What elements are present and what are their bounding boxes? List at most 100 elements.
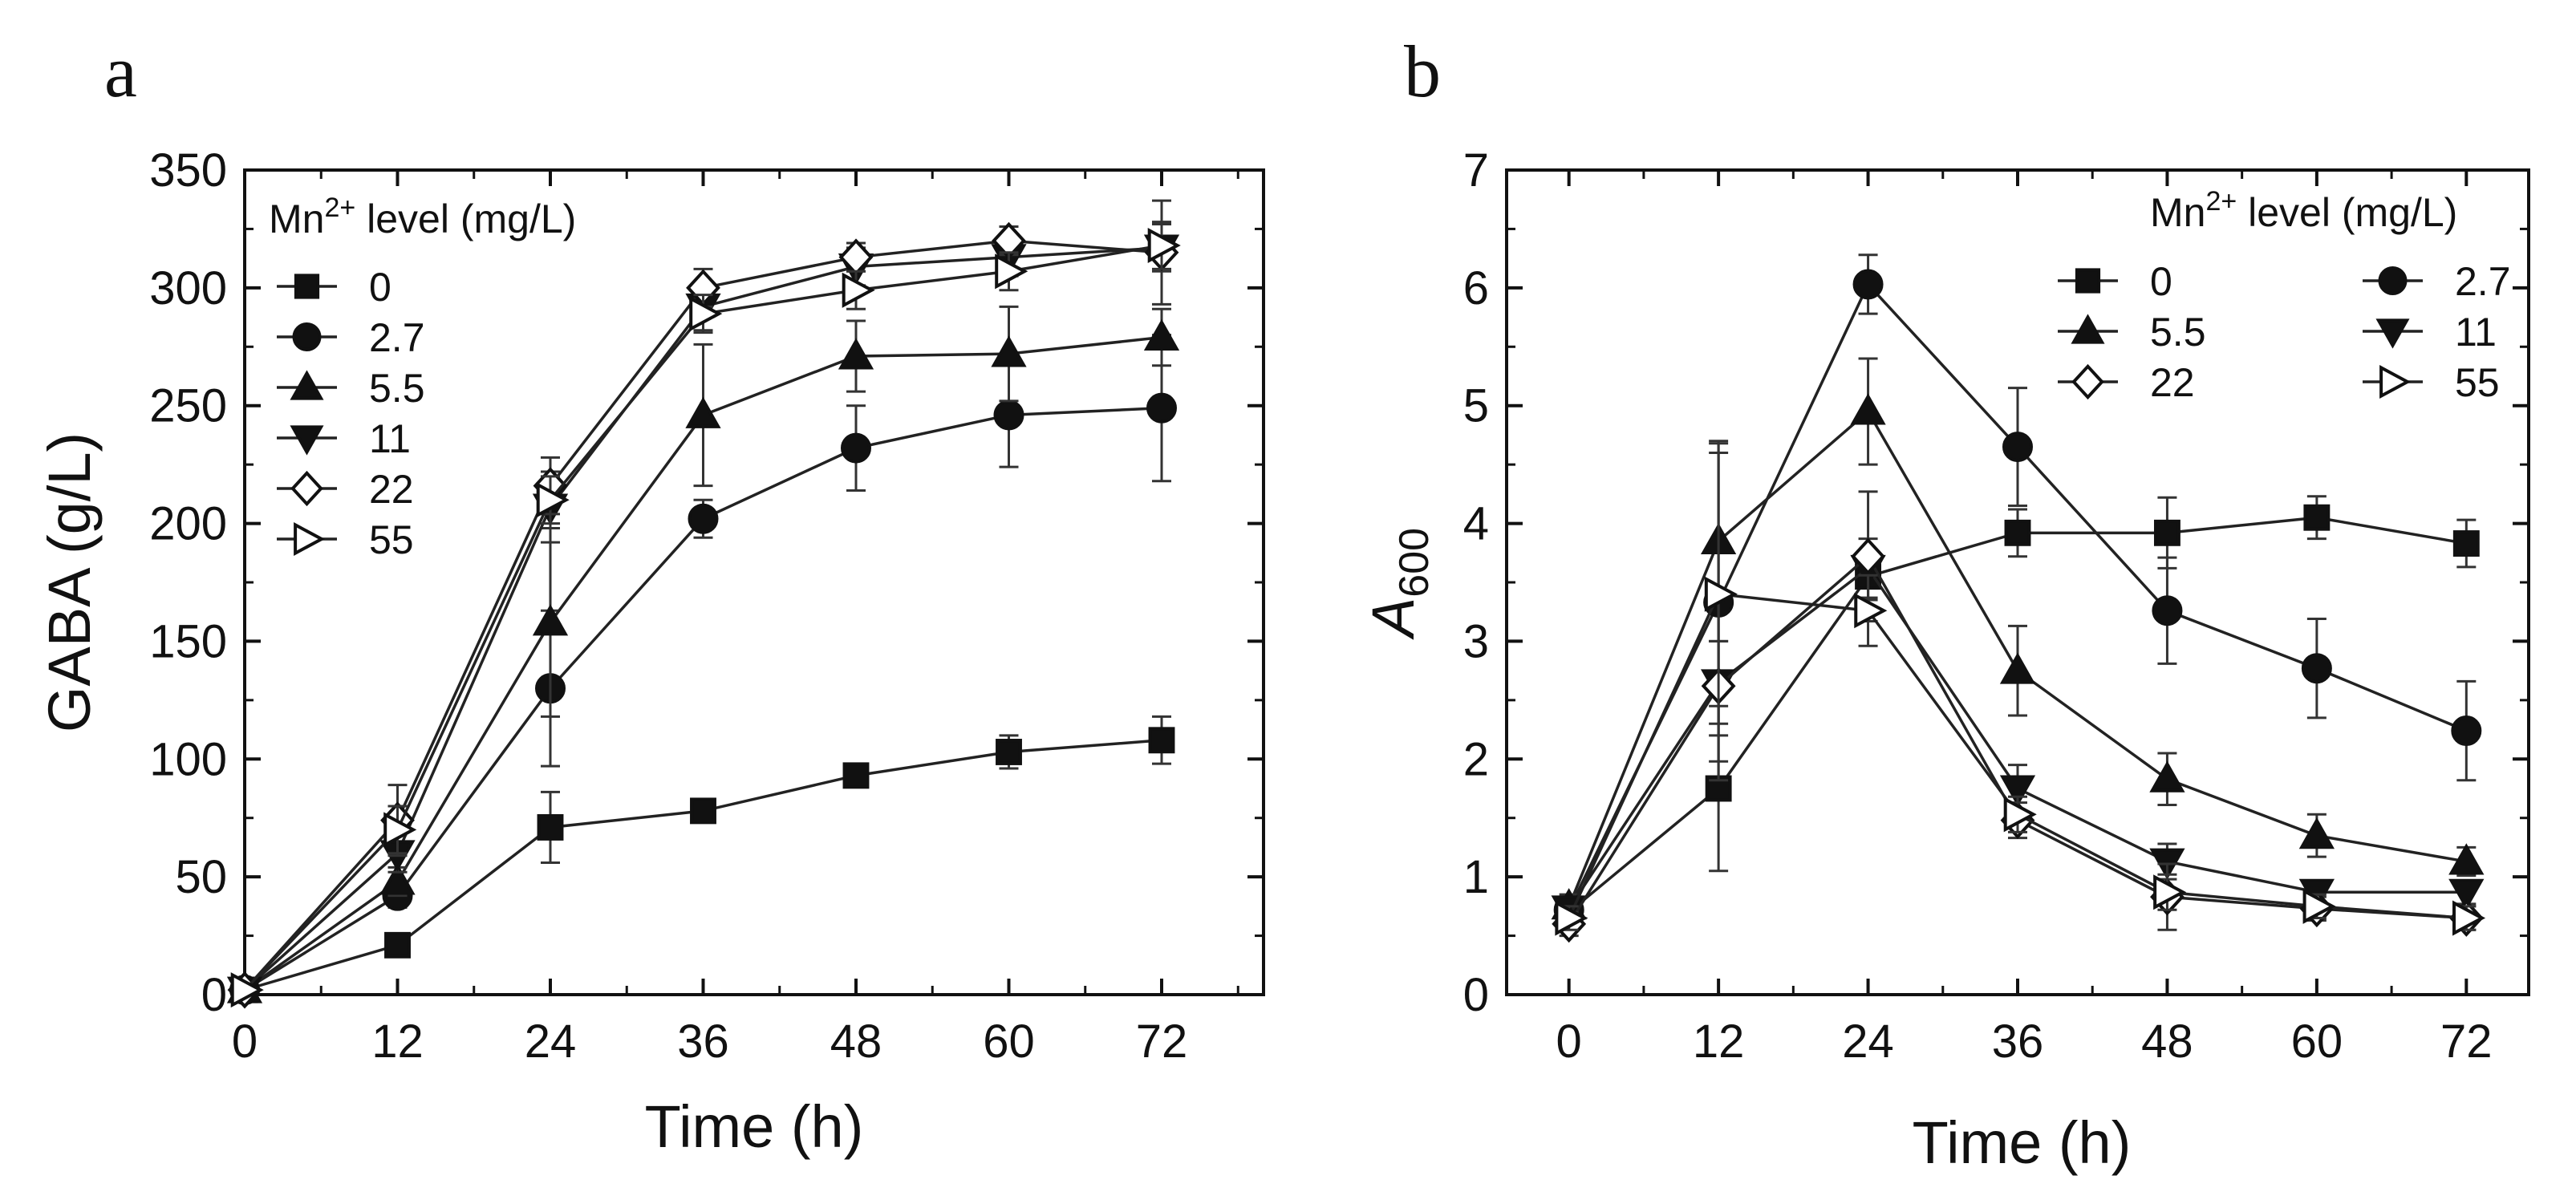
legend-entry-5.5: 5.5 (277, 366, 425, 411)
series-line (1568, 566, 2467, 910)
data-point (991, 335, 1027, 367)
x-tick-label: 72 (2440, 1015, 2493, 1068)
data-point (1555, 900, 1588, 936)
x-axis-title: Time (h) (1913, 1109, 2132, 1176)
data-point (1852, 269, 1884, 300)
data-point (842, 272, 875, 308)
x-tick-label: 60 (983, 1015, 1035, 1068)
y-tick-label: 200 (149, 498, 227, 550)
data-point (1146, 392, 1177, 424)
legend: Mn2+ level (mg/L) 0 2.7 5.5 11 22 55 (269, 193, 576, 562)
data-point (2004, 519, 2031, 546)
x-tick-label: 0 (232, 1015, 258, 1068)
legend-marker (2075, 268, 2101, 294)
legend-entry-2.7: 2.7 (277, 315, 425, 360)
y-tick-label: 50 (175, 851, 227, 903)
data-point (993, 399, 1024, 431)
legend-marker (294, 522, 326, 556)
data-point (1147, 227, 1181, 264)
data-point (2153, 519, 2180, 546)
x-tick-label: 36 (677, 1015, 729, 1068)
x-tick-label: 48 (2141, 1015, 2193, 1068)
data-point (2152, 595, 2183, 626)
y-tick-label: 100 (149, 733, 227, 785)
x-tick-label: 36 (1992, 1015, 2044, 1068)
data-point (2301, 653, 2332, 684)
y-tick-label: 350 (149, 144, 227, 197)
legend-entry-22: 22 (277, 467, 414, 512)
legend-entry-55: 55 (277, 517, 414, 562)
y-tick-label: 6 (1463, 262, 1489, 314)
legend-marker (294, 274, 320, 299)
y-axis-title: A600 (1360, 528, 1438, 640)
data-point (842, 762, 870, 789)
data-point (2003, 797, 2037, 833)
x-axis-title: Time (h) (645, 1093, 864, 1160)
series-11 (1551, 537, 2485, 927)
legend-entry-0: 0 (2058, 259, 2172, 304)
data-point (1999, 652, 2036, 684)
data-point (2302, 888, 2336, 924)
legend-entry-5.5: 5.5 (2058, 310, 2206, 355)
data-point (537, 814, 564, 841)
legend-marker (2071, 363, 2104, 400)
y-tick-label: 150 (149, 615, 227, 667)
data-point (2448, 878, 2485, 911)
y-tick-label: 7 (1463, 144, 1489, 197)
data-point (841, 432, 871, 464)
data-point (2149, 760, 2185, 793)
data-point (2448, 843, 2485, 875)
data-point (689, 296, 723, 332)
plot-frame (1505, 168, 2530, 996)
data-point (690, 797, 716, 825)
data-point (383, 812, 417, 848)
legend-title-sup: 2+ (324, 193, 355, 223)
y-axis-title: GABA (g/L) (36, 432, 103, 732)
legend-entry-55: 55 (2363, 360, 2500, 405)
legend-marker (2378, 266, 2408, 295)
data-point (2452, 900, 2486, 936)
panel-a-chart: a 0 50 100 150 200 250 300 350 0 12 24 36 48 60 72 Time … (36, 30, 1265, 1160)
data-point (2451, 716, 2482, 747)
y-tick-label: 3 (1463, 615, 1489, 667)
legend-label: 22 (2150, 360, 2195, 405)
legend-title: Mn2+ level (mg/L) (269, 193, 576, 241)
data-point (996, 739, 1022, 765)
legend-label: 55 (369, 517, 414, 562)
data-point (838, 338, 874, 370)
y-tick-label: 250 (149, 380, 227, 432)
data-point (685, 396, 721, 428)
legend-entry-11: 11 (277, 416, 411, 461)
series-5.5 (226, 305, 1180, 1003)
data-point (536, 482, 570, 518)
data-point (2452, 530, 2480, 557)
legend-entry-0: 0 (277, 265, 391, 310)
x-tick-label: 48 (830, 1015, 882, 1068)
y-tick-label: 0 (201, 969, 227, 1021)
legend-marker (2379, 365, 2412, 399)
legend-entry-2.7: 2.7 (2363, 259, 2511, 304)
data-point (1704, 576, 1738, 612)
data-point (532, 604, 569, 636)
y-axis-title-sub: 600 (1391, 528, 1438, 598)
data-point (995, 253, 1028, 290)
data-point (1999, 775, 2036, 807)
data-point (1851, 537, 1885, 576)
x-tick-label: 0 (1556, 1015, 1582, 1068)
y-tick-label: 5 (1463, 380, 1489, 432)
y-tick-label: 300 (149, 262, 227, 314)
data-point (688, 503, 719, 534)
legend-marker (2375, 318, 2410, 349)
legend-marker (290, 470, 323, 507)
legend-entry-22: 22 (2058, 360, 2195, 405)
data-point (1148, 727, 1175, 754)
y-tick-label: 1 (1463, 851, 1489, 903)
legend-title-prefix: Mn (269, 197, 324, 241)
panel-label-a: a (104, 30, 137, 112)
legend-label: 0 (2150, 259, 2172, 304)
legend-title-prefix: Mn (2150, 190, 2205, 235)
data-point (230, 972, 264, 1008)
panel-label-b: b (1404, 30, 1441, 112)
y-tick-label: 4 (1463, 498, 1489, 550)
